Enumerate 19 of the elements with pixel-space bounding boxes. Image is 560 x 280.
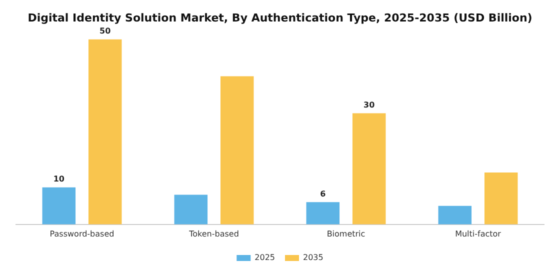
bar [484,172,518,224]
bar [438,206,472,224]
legend-label: 2025 [254,253,275,262]
data-label: 30 [364,100,376,110]
data-label: 50 [100,26,112,36]
bar [174,194,208,224]
x-tick-label: Biometric [326,229,366,238]
data-label: 6 [320,189,326,198]
x-tick-label: Password-based [50,229,114,238]
x-tick-label: Multi-factor [455,229,502,238]
bar [352,113,386,224]
bar [306,202,340,224]
x-tick-label: Token-based [188,229,239,238]
legend-label: 2035 [303,253,324,262]
chart-title: Digital Identity Solution Market, By Authentication Type, 2025-2035 (USD Billion) [28,11,532,24]
data-label: 10 [53,174,65,184]
bar [88,39,122,224]
bar [220,76,254,224]
bar [42,187,76,224]
